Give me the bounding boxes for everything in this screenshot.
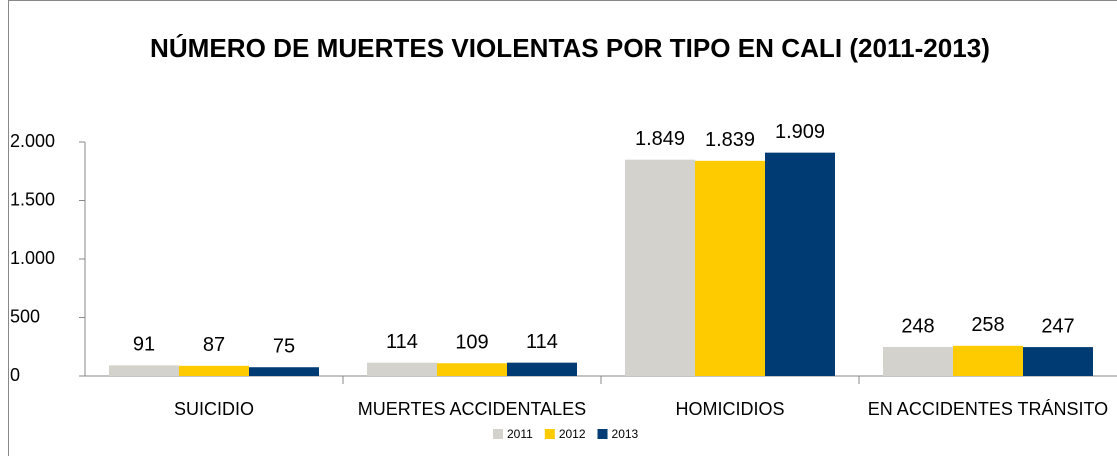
legend-label: 2012 <box>559 427 586 441</box>
chart-frame <box>8 0 1117 456</box>
legend-swatch <box>493 429 503 439</box>
y-tick-label: 2.000 <box>10 131 55 151</box>
y-tick-label: 500 <box>10 306 40 326</box>
data-label: 114 <box>386 331 418 353</box>
bar <box>1023 347 1093 376</box>
x-tick-label: MUERTES ACCIDENTALES <box>358 399 586 419</box>
legend-label: 2013 <box>612 427 639 441</box>
chart-title: NÚMERO DE MUERTES VIOLENTAS POR TIPO EN … <box>150 33 990 63</box>
x-tick-label: SUICIDIO <box>174 399 254 419</box>
data-label: 248 <box>901 315 934 337</box>
legend-swatch <box>597 429 608 439</box>
bar <box>765 152 835 376</box>
bar <box>953 345 1023 376</box>
data-label: 258 <box>971 314 1004 336</box>
bar <box>249 367 319 376</box>
data-label: 91 <box>133 334 155 356</box>
bar <box>695 160 765 376</box>
data-label: 247 <box>1041 315 1074 337</box>
data-label: 1.909 <box>775 121 825 143</box>
x-tick-label: EN ACCIDENTES TRÁNSITO <box>868 399 1108 419</box>
bar <box>883 346 953 376</box>
legend-label: 2011 <box>507 427 533 441</box>
y-tick-label: 0 <box>10 365 20 385</box>
bar <box>109 365 179 376</box>
y-tick-label: 1.500 <box>10 189 55 209</box>
bar <box>179 365 249 376</box>
data-label: 1.839 <box>705 129 755 151</box>
y-tick-label: 1.000 <box>10 248 55 268</box>
bar <box>625 159 695 376</box>
legend-swatch <box>544 429 555 439</box>
data-label: 87 <box>203 334 225 356</box>
data-label: 1.849 <box>635 128 685 150</box>
bar <box>507 362 577 376</box>
bar <box>367 362 437 376</box>
data-label: 114 <box>526 331 558 353</box>
bar <box>437 363 507 376</box>
data-label: 75 <box>273 336 295 358</box>
x-tick-label: HOMICIDIOS <box>675 399 784 419</box>
data-label: 109 <box>455 332 488 354</box>
